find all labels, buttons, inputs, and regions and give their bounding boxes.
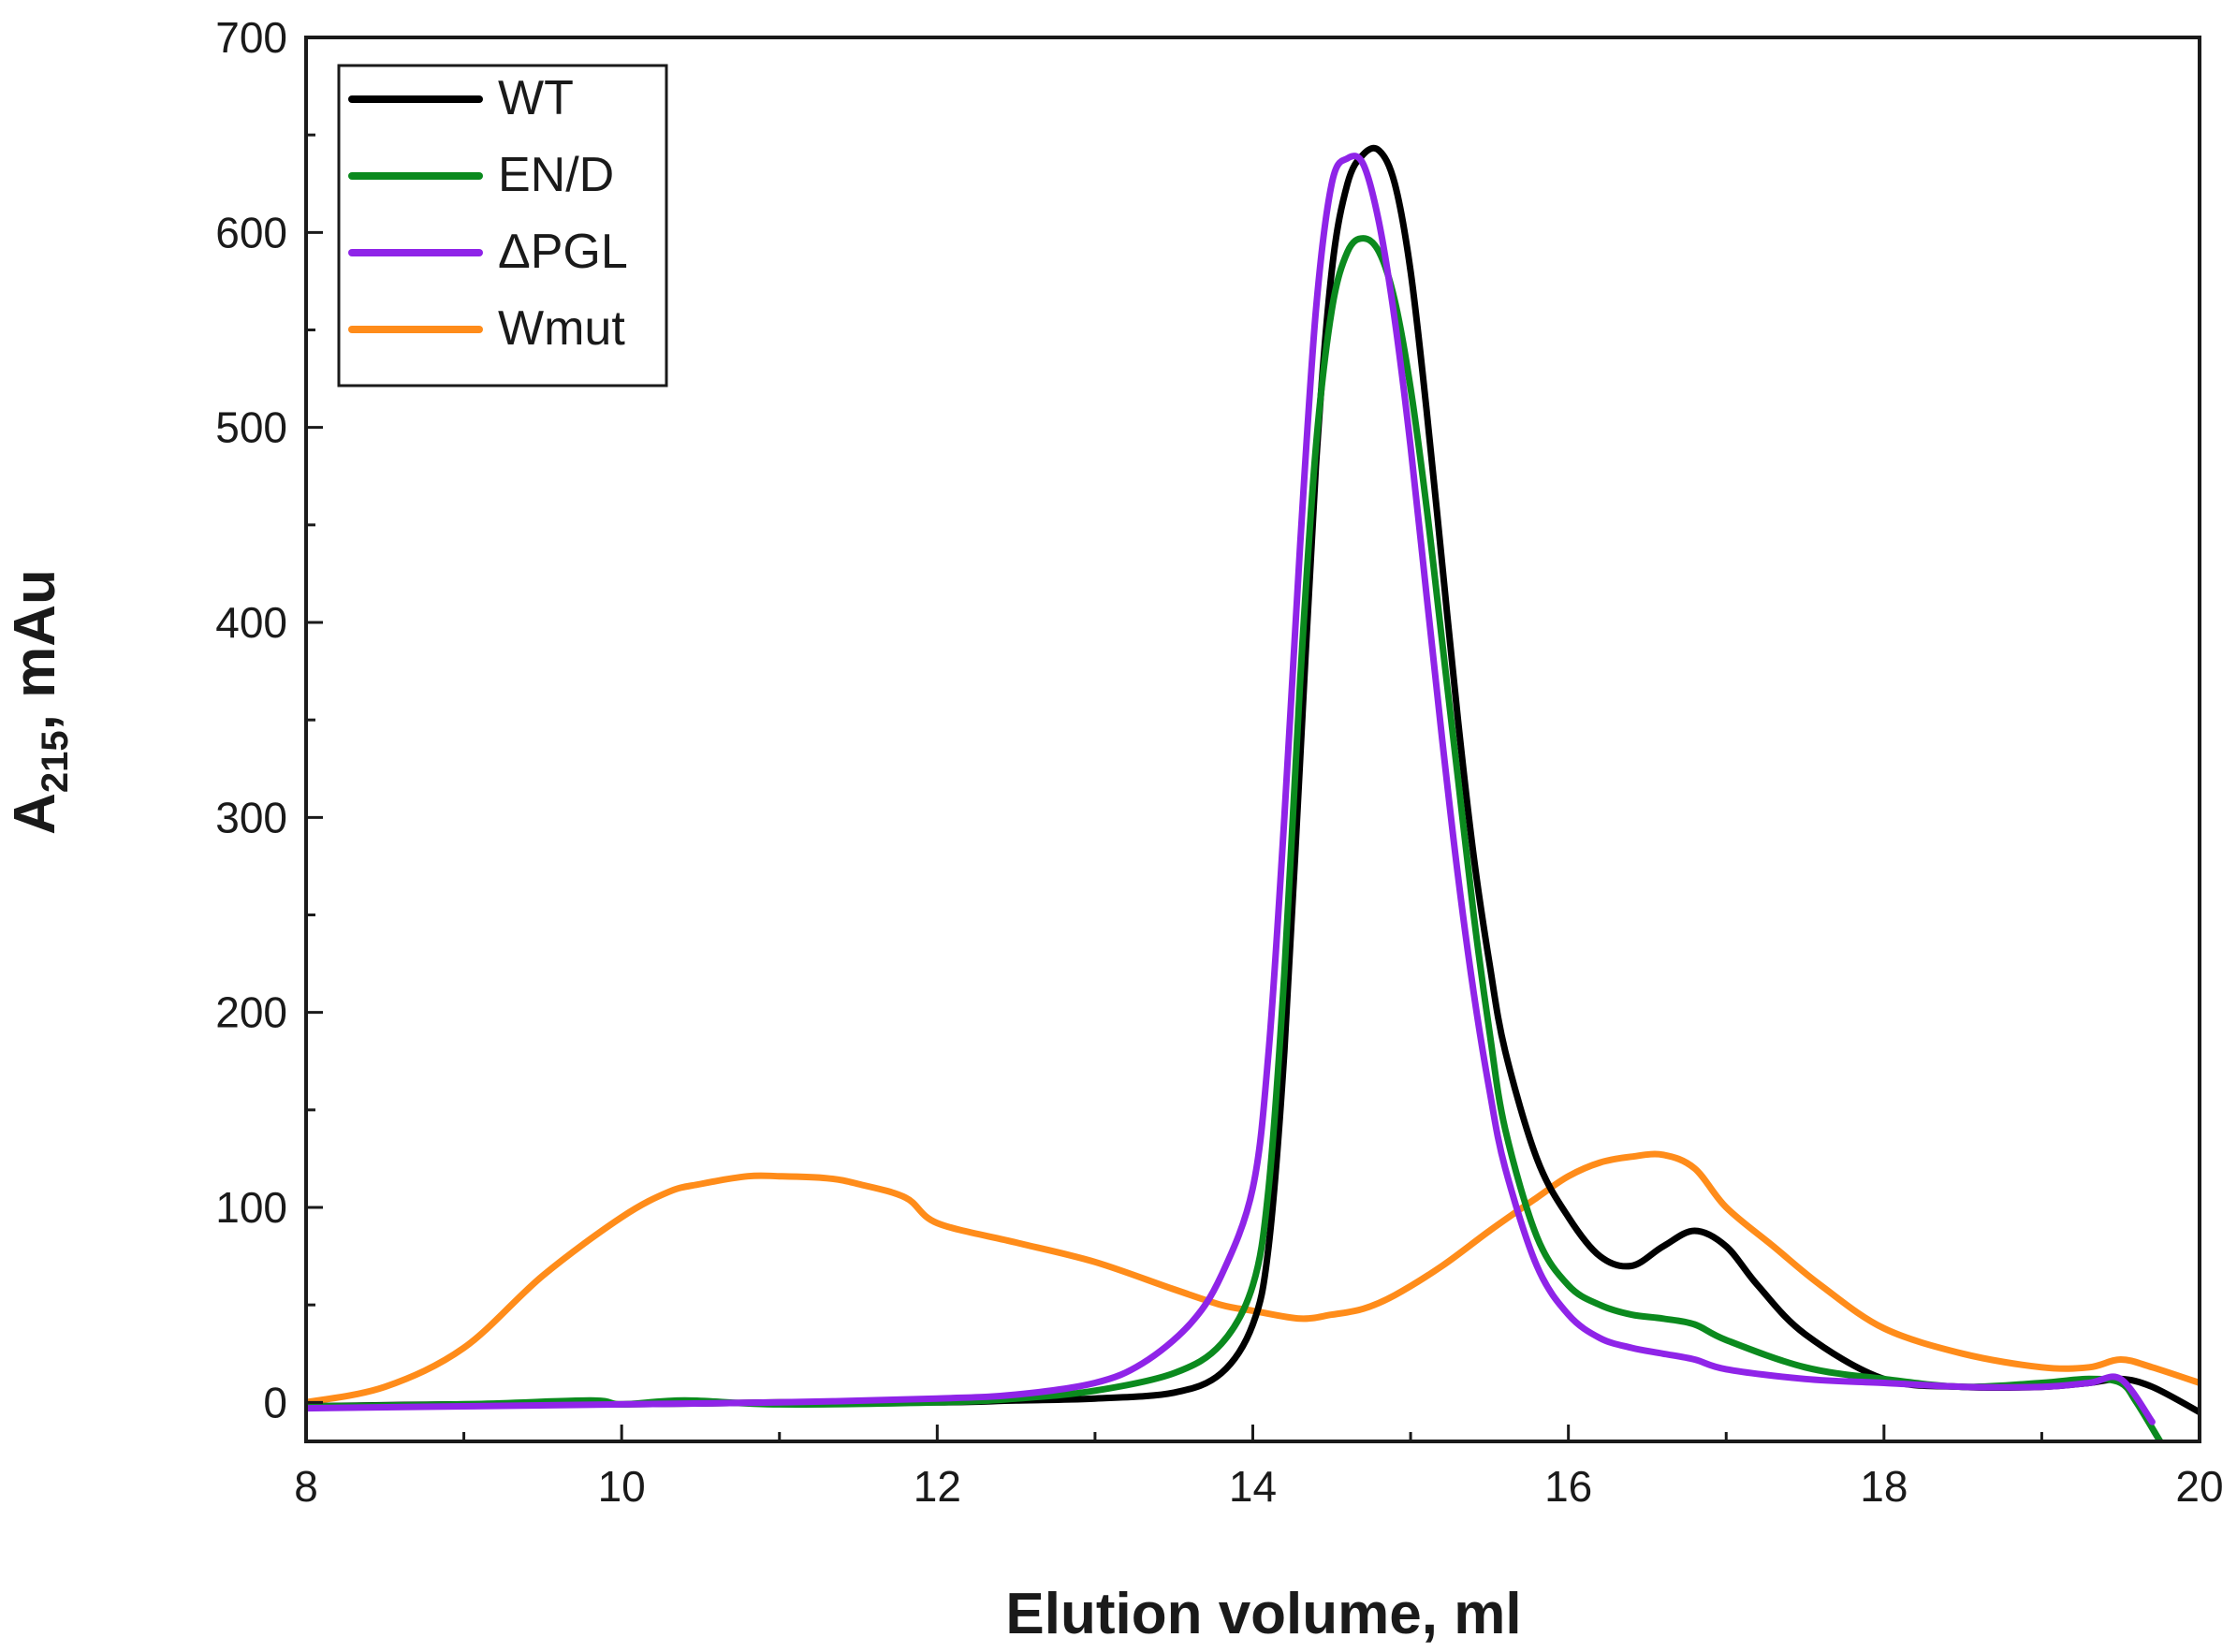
series-line-wmut xyxy=(306,1150,2200,1406)
legend-label: Wmut xyxy=(498,301,625,356)
legend-label: ΔPGL xyxy=(498,225,628,279)
series-line-wt xyxy=(306,144,2200,1416)
y-tick-label: 400 xyxy=(215,598,287,647)
y-tick-label: 500 xyxy=(215,403,287,452)
x-tick-label: 20 xyxy=(2175,1462,2223,1511)
y-axis-title-suffix: , mAu xyxy=(3,569,67,730)
x-tick-label: 8 xyxy=(294,1462,318,1511)
x-tick-label: 16 xyxy=(1544,1462,1592,1511)
legend-label: WT xyxy=(498,71,574,125)
y-tick-label: 0 xyxy=(263,1378,287,1426)
series-line-pgl xyxy=(306,153,2156,1425)
series-layer xyxy=(306,144,2200,1441)
series-line-en-d xyxy=(306,235,2164,1441)
y-tick-label: 600 xyxy=(215,208,287,256)
x-tick-label: 18 xyxy=(1860,1462,1908,1511)
y-axis-title-main: A xyxy=(3,793,67,835)
y-tick-label: 300 xyxy=(215,793,287,841)
x-tick-label: 14 xyxy=(1229,1462,1277,1511)
y-axis-title: A215, mAu xyxy=(3,569,76,835)
legend: WT EN/D ΔPGL Wmut xyxy=(337,64,668,387)
x-axis-title: Elution volume, ml xyxy=(1005,1582,1521,1646)
x-tick-label: 10 xyxy=(598,1462,646,1511)
svg-text:A215, mAu: A215, mAu xyxy=(3,569,76,835)
y-tick-label: 100 xyxy=(215,1183,287,1232)
legend-label: EN/D xyxy=(498,148,614,202)
y-tick-label: 200 xyxy=(215,988,287,1037)
plot-frame xyxy=(304,36,2201,1443)
y-tick-label: 700 xyxy=(215,13,287,62)
y-axis-title-subscript: 215 xyxy=(35,730,76,793)
x-tick-label: 12 xyxy=(914,1462,961,1511)
